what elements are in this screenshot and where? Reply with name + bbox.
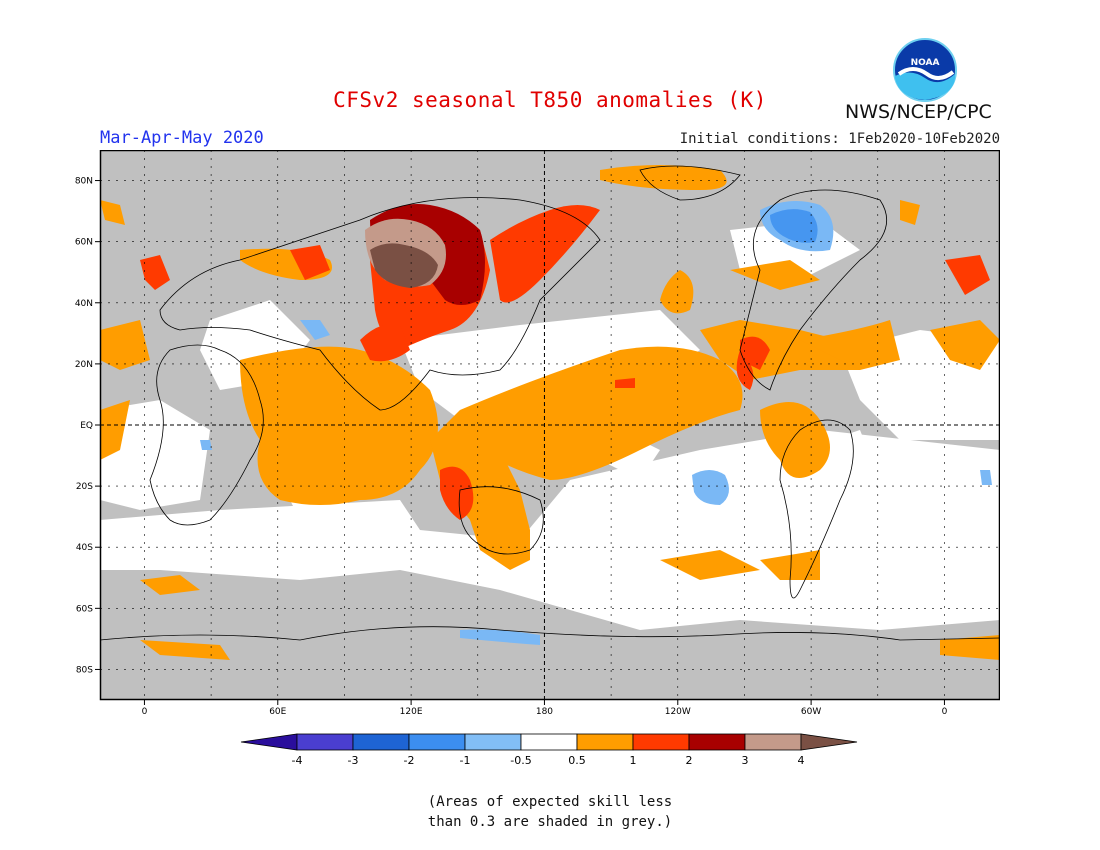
colorbar-cell [632,733,690,751]
lon-tick-label: 120W [665,707,691,717]
latitude-labels: 80N 60N 40N 20N EQ 20S 40S 60S 80S [75,177,100,675]
lat-tick-label: 80S [76,665,93,675]
lon-tick-label: 60E [269,707,286,717]
lon-tick-label: 180 [536,707,553,717]
colorbar-label: -2 [404,754,415,767]
lon-tick-label: 0 [142,707,148,717]
colorbar-cell [352,733,410,751]
skill-note-line2: than 0.3 are shaded in grey.) [427,814,673,830]
colorbar-label: -3 [348,754,359,767]
colorbar-cell [240,733,298,751]
lat-tick-label: 40N [75,299,93,309]
colorbar-label: 1 [630,754,637,767]
lat-tick-label: 40S [76,543,93,553]
warm-anomaly-gt4 [370,243,438,288]
cool-anomaly-1-2 [770,209,818,243]
lon-tick-label: 0 [942,707,948,717]
colorbar-label: 4 [798,754,805,767]
colorbar-cell [520,733,578,751]
graticule [100,150,1000,700]
colorbar-cell [688,733,746,751]
colorbar-cell [464,733,522,751]
colorbar-label: 2 [686,754,693,767]
lat-tick-label: 20N [75,360,93,370]
skill-note: (Areas of expected skill less than 0.3 a… [0,792,1100,832]
colorbar-cell [408,733,466,751]
colorbar: -4 -3 -2 -1 -0.5 0.5 1 2 3 4 [240,733,858,767]
forecast-period: Mar-Apr-May 2020 [100,128,264,148]
initial-conditions: Initial conditions: 1Feb2020-10Feb2020 [679,131,1000,147]
lon-tick-label: 60W [801,707,821,717]
colorbar-label: 0.5 [568,754,586,767]
logo-text: NOAA [911,58,940,68]
lon-tick-label: 120E [400,707,423,717]
anomaly-map: 80N 60N 40N 20N EQ 20S 40S 60S 80S 0 60E 120E 180 12… [75,150,1000,717]
colorbar-label: -4 [292,754,303,767]
map-title: CFSv2 seasonal T850 anomalies (K) [333,88,767,112]
lat-tick-label: 80N [75,177,93,187]
lat-tick-label: 20S [76,482,93,492]
skill-note-line1: (Areas of expected skill less [427,794,673,810]
colorbar-cell [576,733,634,751]
colorbar-cells [240,733,858,751]
colorbar-label: -0.5 [510,754,531,767]
colorbar-labels: -4 -3 -2 -1 -0.5 0.5 1 2 3 4 [292,754,805,767]
lat-tick-label: 60N [75,238,93,248]
colorbar-label: -1 [460,754,471,767]
noaa-logo-icon: NOAA [893,38,957,102]
longitude-labels: 0 60E 120E 180 120W 60W 0 [142,700,948,717]
warm-anomaly-0.5-1 [100,165,1000,660]
lat-tick-label: EQ [80,421,93,431]
colorbar-label: 3 [742,754,749,767]
colorbar-cell [744,733,802,751]
colorbar-cell [296,733,354,751]
lat-tick-label: 60S [76,604,93,614]
agency-label: NWS/NCEP/CPC [845,101,992,123]
colorbar-cell [800,733,858,751]
map-frame [99,150,1000,701]
